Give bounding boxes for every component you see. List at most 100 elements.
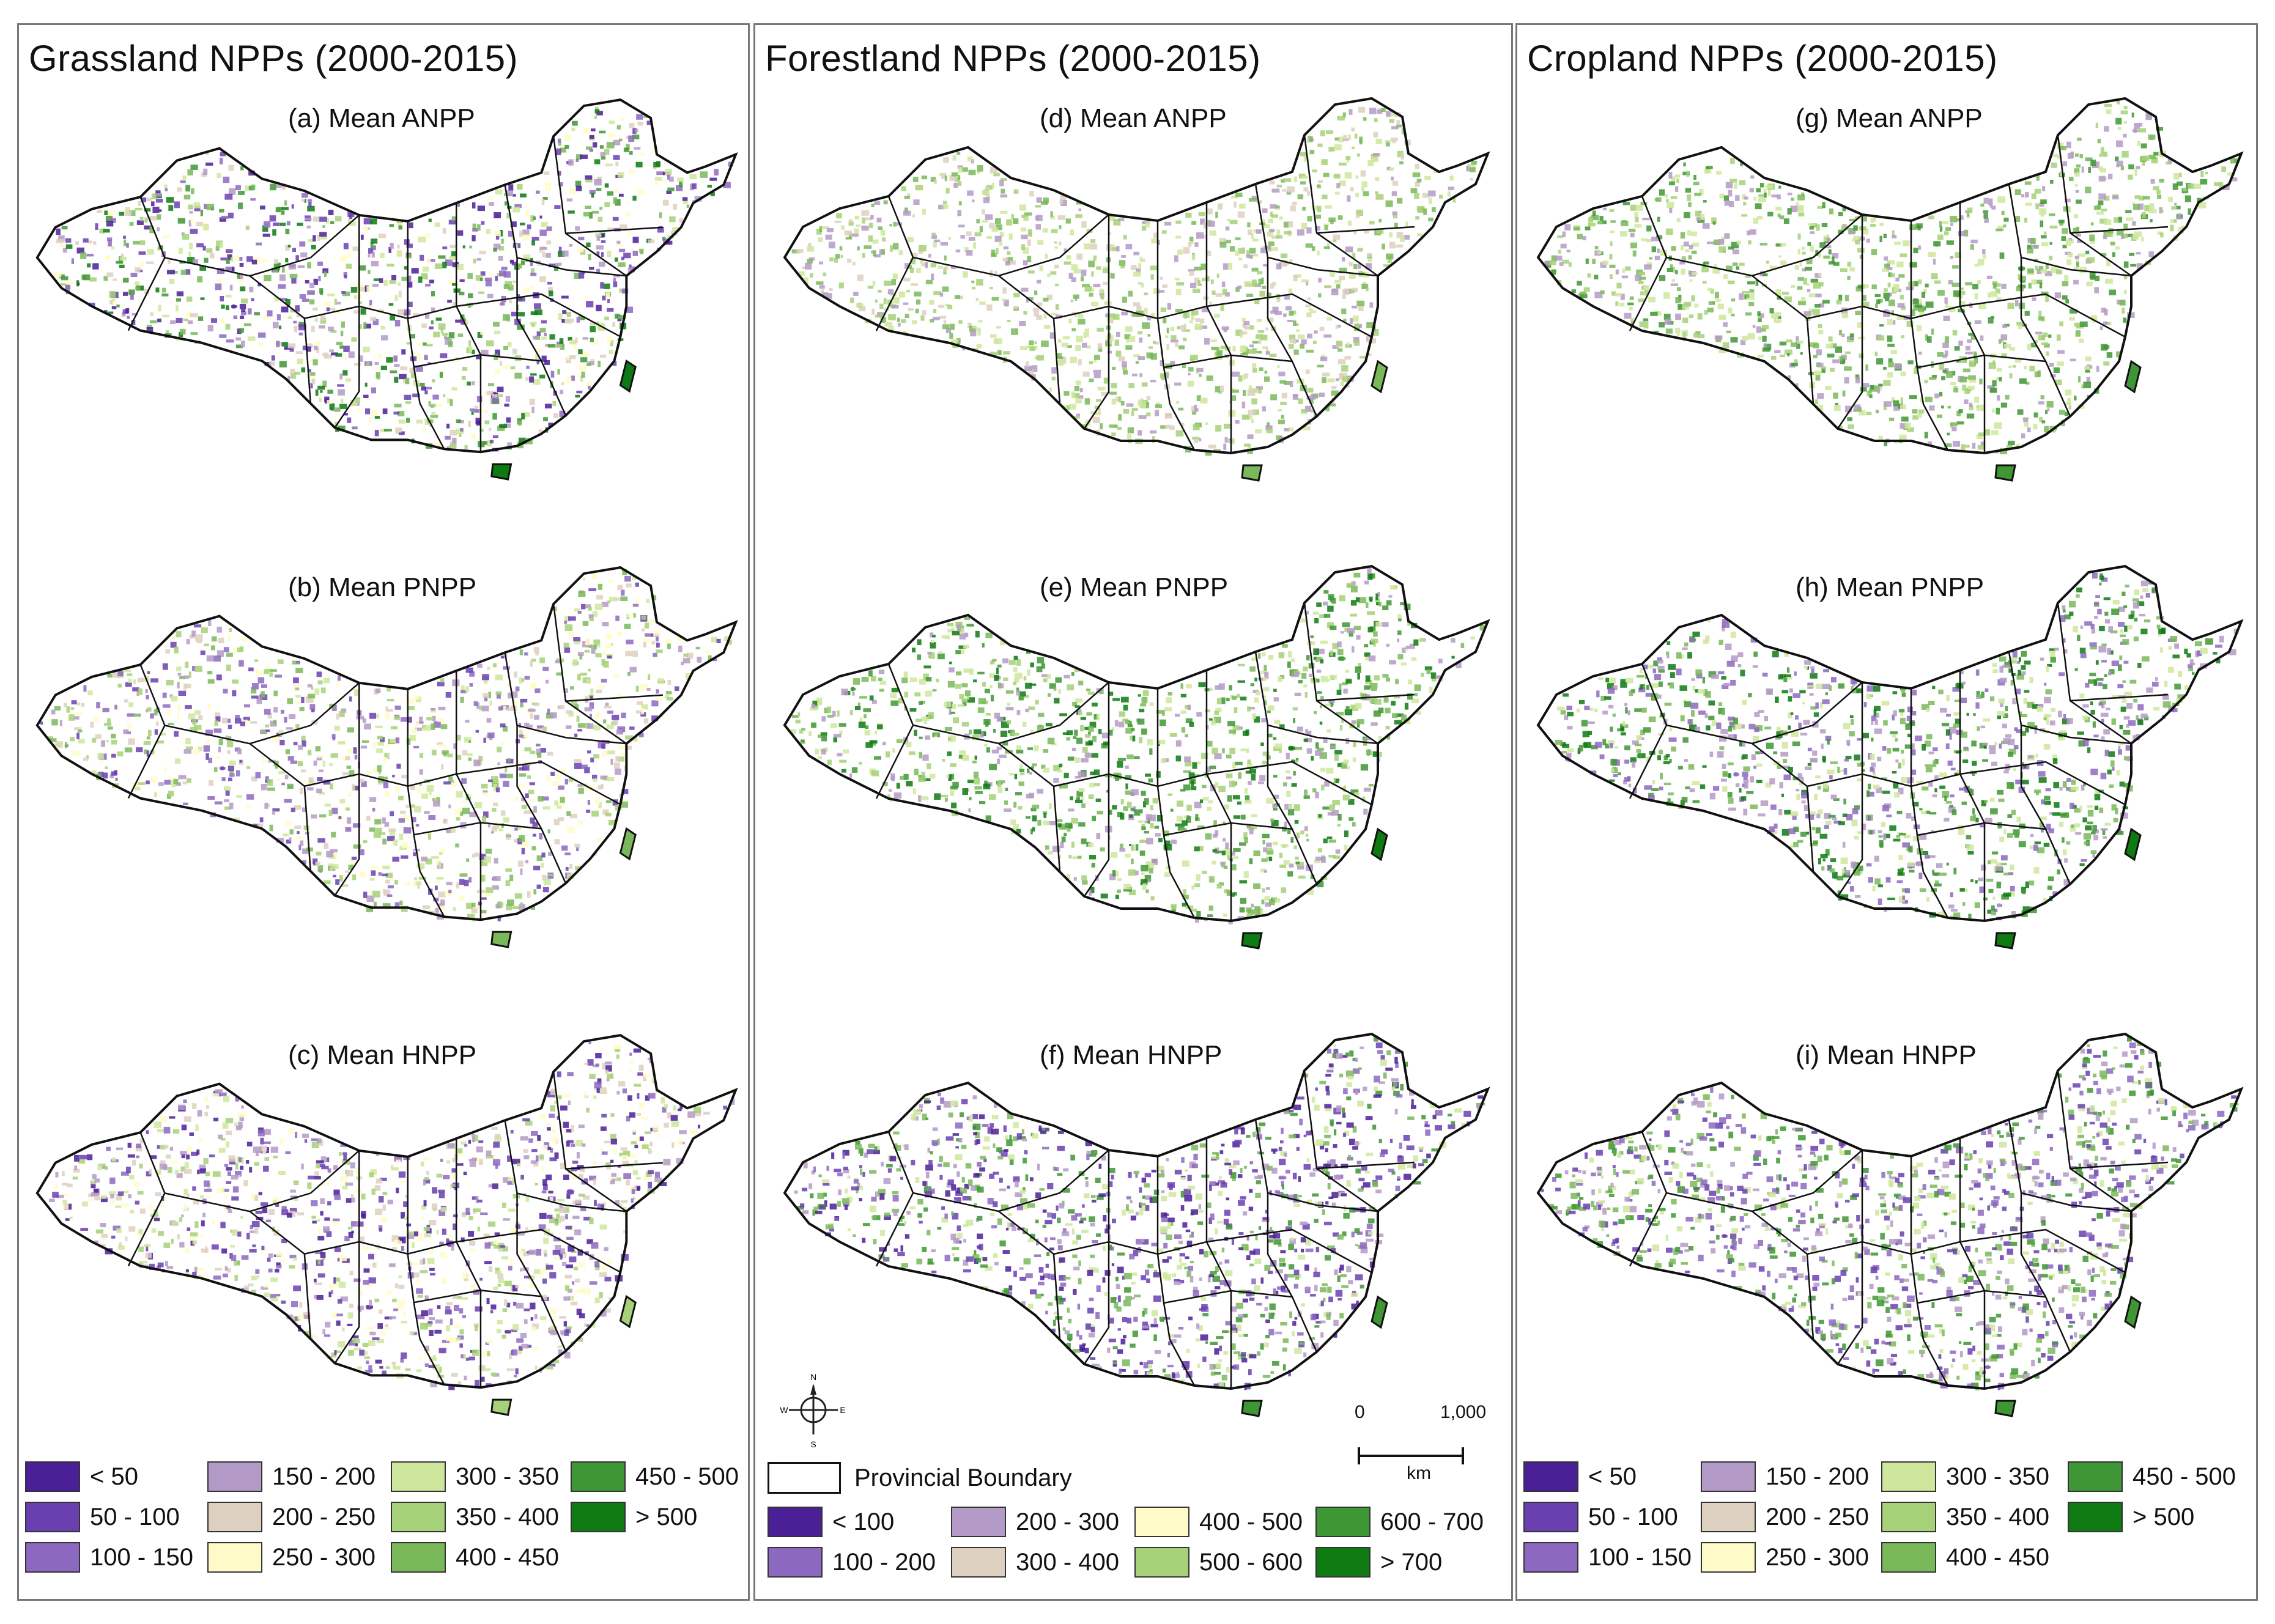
province-boundary [1303,602,1378,745]
province-boundary [139,664,360,745]
legend-item: > 700 [1315,1545,1442,1579]
grassland-panel: Grassland NPPs (2000-2015) (a) Mean ANPP… [17,23,750,1601]
hainan-island [1241,464,1263,482]
province-boundary [1169,1339,1196,1386]
country-outline [1536,1032,2244,1390]
province-boundary [1156,688,1171,873]
country-outline [783,97,1490,455]
panel-title: Cropland NPPs (2000-2015) [1527,38,1998,79]
province-boundary [303,318,312,404]
province-boundary [1206,761,1372,806]
npp-raster [1541,1035,2239,1390]
legend-swatch [25,1461,80,1492]
province-boundary [1806,786,1814,873]
province-boundary [516,257,567,416]
legend-swatch [391,1502,446,1532]
province-boundary [875,725,914,799]
legend-item: 200 - 250 [1701,1500,1869,1534]
map-label-i: (i) Mean HNPP [1796,1040,1977,1070]
legend-item: > 500 [2068,1500,2194,1534]
map-b [35,566,738,948]
legend-swatch [207,1461,262,1492]
province-boundary [1959,1228,2126,1274]
province-boundary [1205,670,1232,921]
province-boundary [875,257,914,331]
north-e: E [840,1405,845,1415]
province-boundary [127,257,166,331]
north-w: W [780,1405,788,1415]
panel-title: Forestland NPPs (2000-2015) [765,38,1261,79]
legend-swatch [1881,1542,1936,1573]
province-boundary [1917,822,2046,836]
boundary-label: Provincial Boundary [854,1464,1072,1491]
province-boundary [1303,135,1378,277]
province-boundary [1163,354,1293,369]
legend-item: 300 - 350 [1881,1460,2049,1494]
north-s: S [810,1439,816,1449]
scale-bar [1358,1447,1464,1464]
legend-swatch [1523,1542,1578,1573]
province-boundary [1206,293,1372,338]
province-boundary [2008,651,2132,745]
scale-end: 1,000 [1440,1402,1487,1422]
province-boundary [1910,688,1925,873]
legend-item: 150 - 200 [1701,1460,1869,1494]
province-boundary [2070,1161,2169,1170]
legend-swatch [207,1502,262,1532]
province-boundary [1910,1156,1925,1340]
province-boundary [1316,226,1415,234]
legend-item: < 100 [768,1505,894,1539]
province-boundary [1806,1253,1814,1340]
legend-swatch [1881,1502,1936,1532]
legend-item: < 50 [25,1460,138,1494]
province-boundary [1083,774,1110,897]
scale-start: 0 [1355,1402,1365,1422]
taiwan-island [619,1294,637,1329]
legend-item: 350 - 400 [391,1500,559,1534]
province-boundary [1959,1138,1986,1389]
legend-item: 450 - 500 [571,1460,739,1494]
map-label-a: (a) Mean ANPP [288,103,475,133]
legend-item: 150 - 200 [207,1460,375,1494]
province-boundary [2020,725,2071,885]
legend-item: 200 - 300 [951,1505,1119,1539]
province-boundary [2070,693,2169,702]
province-boundary [1917,354,2046,369]
province-boundary [1910,221,1925,405]
province-boundary [1163,1290,1293,1304]
taiwan-island [2124,1295,2142,1329]
legend-swatch [25,1502,80,1532]
province-boundary [334,773,360,896]
province-boundary [1629,725,1668,799]
npp-raster [791,106,1478,456]
country-outline [783,1032,1490,1390]
legend-item: 400 - 500 [1134,1505,1303,1539]
province-boundary [407,221,421,404]
hainan-island [1994,1400,2016,1417]
npp-raster [54,106,733,452]
province-boundary [1254,1119,1378,1212]
legend-swatch [951,1547,1006,1578]
province-boundary [1959,202,1986,453]
province-boundary [455,1138,482,1388]
legend-swatch [1701,1542,1756,1573]
npp-raster [48,1041,735,1390]
province-boundary [2008,183,2132,277]
npp-raster [40,569,732,922]
taiwan-island [2124,360,2142,394]
legend-swatch [2068,1502,2123,1532]
legend-swatch [1315,1507,1371,1537]
province-boundary [1922,404,1949,451]
province-boundary [1267,257,1318,417]
province-boundary [1806,318,1814,405]
map-c [35,1034,738,1416]
province-boundary [1052,1253,1061,1340]
legend-item: 300 - 400 [951,1545,1119,1579]
legend-swatch [1523,1461,1578,1492]
map-d [783,97,1490,482]
legend-item: 450 - 500 [2068,1460,2236,1494]
legend-item: 350 - 400 [1881,1500,2049,1534]
country-outline [1536,564,2244,923]
legend: < 50 50 - 100 100 - 150 150 - 200 200 - … [19,1458,748,1599]
country-outline [35,1034,738,1389]
